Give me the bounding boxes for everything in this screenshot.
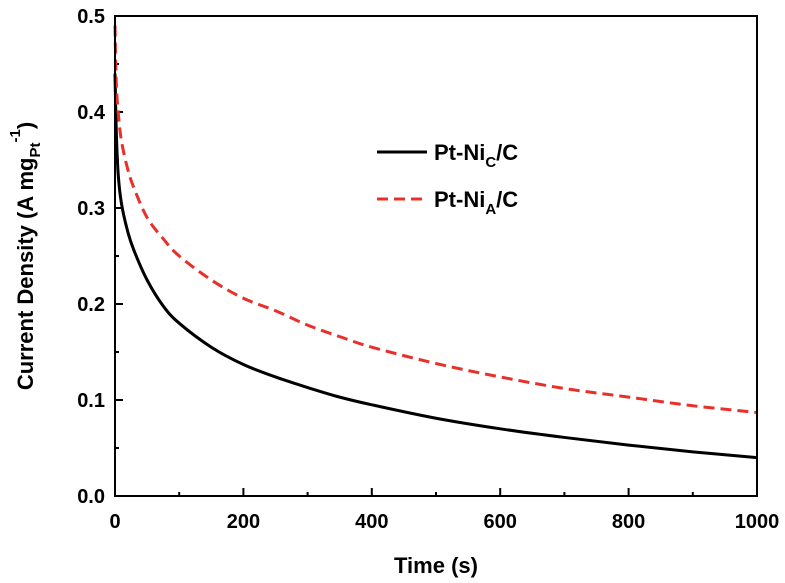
x-axis-ticks: 0 200 400 600 800 1000	[109, 488, 779, 533]
y-axis-title-close: )	[13, 122, 38, 129]
y-axis-title: Current Density (A mgPt-1)	[7, 122, 44, 390]
y-tick-label: 0.4	[77, 102, 106, 124]
y-tick-label: 0.2	[77, 294, 105, 316]
legend-label-tail: /C	[496, 140, 518, 165]
plot-frame	[114, 15, 758, 497]
y-tick-label: 0.1	[77, 390, 105, 412]
legend-label-sub: C	[485, 154, 496, 171]
legend-label-2: Pt-NiA/C	[434, 187, 518, 218]
x-tick-label: 800	[612, 511, 645, 533]
legend: Pt-NiC/CPt-NiA/C	[377, 140, 518, 218]
y-tick-label: 0.5	[77, 6, 105, 28]
x-axis-title: Time (s)	[394, 553, 478, 578]
x-tick-label: 1000	[735, 511, 780, 533]
legend-label-sub: A	[485, 201, 496, 218]
x-tick-label: 600	[484, 511, 517, 533]
y-axis-title-main: Current Density (A mg	[13, 158, 38, 391]
y-tick-label: 0.3	[77, 198, 105, 220]
y-axis-title-sub: Pt	[27, 143, 44, 158]
legend-label-main: Pt-Ni	[434, 140, 485, 165]
legend-label-main: Pt-Ni	[434, 187, 485, 212]
series-layer	[113, 25, 758, 460]
legend-label-tail: /C	[496, 187, 518, 212]
x-tick-label: 400	[355, 511, 388, 533]
x-tick-label: 0	[109, 511, 120, 533]
series-line-1	[113, 73, 758, 460]
legend-label-1: Pt-NiC/C	[434, 140, 518, 171]
series-line-2	[113, 25, 758, 414]
y-axis-title-sup: -1	[7, 129, 24, 142]
y-tick-label: 0.0	[77, 486, 105, 508]
x-tick-label: 200	[227, 511, 260, 533]
